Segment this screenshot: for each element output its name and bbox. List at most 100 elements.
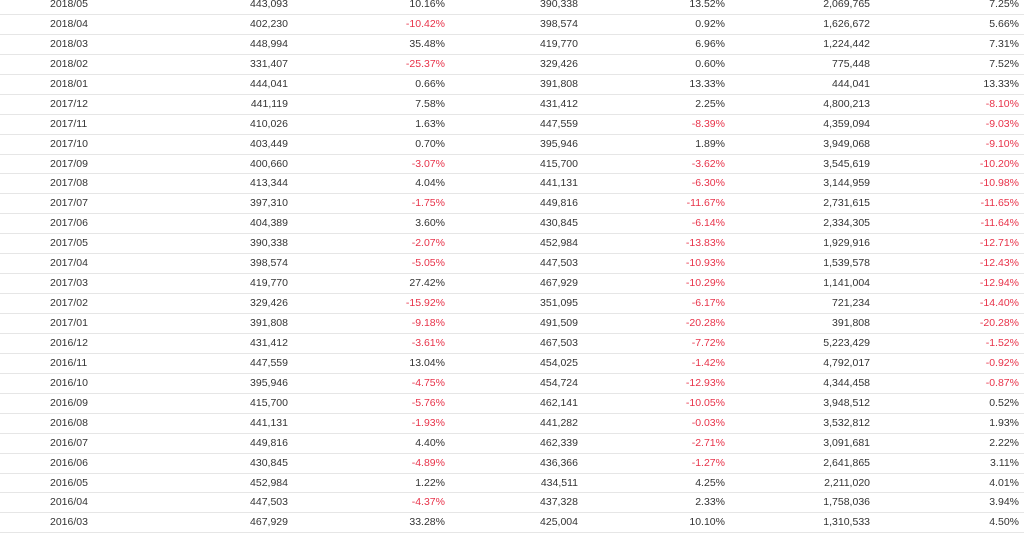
cumulative-cell: 1,539,578 [823, 257, 870, 270]
month-cell: 2016/07 [50, 436, 88, 449]
value-b-cell: 430,845 [540, 217, 578, 230]
cumulative-change-cell: 4.01% [989, 476, 1019, 489]
value-b-cell: 391,808 [540, 77, 578, 90]
change-a-cell: -4.37% [411, 496, 445, 509]
month-cell: 2017/08 [50, 177, 88, 190]
cumulative-change-cell: -9.03% [985, 117, 1019, 130]
change-b-cell: -10.05% [685, 396, 725, 409]
cumulative-cell: 5,223,429 [823, 336, 870, 349]
month-cell: 2018/05 [50, 0, 88, 10]
change-a-cell: 10.16% [409, 0, 445, 10]
change-b-cell: 2.25% [695, 97, 725, 110]
cumulative-change-cell: -12.43% [979, 257, 1019, 270]
table-row: 2018/03 448,994 35.48% 419,770 6.96% 1,224,44… [0, 35, 1024, 55]
month-cell: 2017/02 [50, 297, 88, 310]
cumulative-cell: 1,310,533 [823, 516, 870, 529]
value-b-cell: 491,509 [540, 317, 578, 329]
cumulative-change-cell: 7.52% [989, 57, 1019, 70]
cumulative-cell: 2,731,615 [823, 197, 870, 210]
change-b-cell: -3.62% [691, 157, 725, 170]
value-a-cell: 403,449 [250, 137, 288, 150]
change-b-cell: -1.42% [691, 356, 725, 369]
change-a-cell: 7.58% [415, 97, 445, 110]
month-cell: 2018/03 [50, 37, 88, 50]
cumulative-cell: 3,532,812 [823, 416, 870, 429]
month-cell: 2016/03 [50, 516, 88, 529]
cumulative-cell: 1,626,672 [823, 17, 870, 30]
value-b-cell: 431,412 [540, 97, 578, 110]
cumulative-cell: 2,334,305 [823, 217, 870, 230]
table-row: 2016/03 467,929 33.28% 425,004 10.10% 1,310,5… [0, 513, 1024, 533]
value-b-cell: 454,724 [540, 376, 578, 389]
month-cell: 2016/10 [50, 376, 88, 389]
cumulative-change-cell: 3.94% [989, 496, 1019, 509]
cumulative-change-cell: -0.87% [985, 376, 1019, 389]
change-b-cell: -11.67% [686, 197, 725, 210]
cumulative-cell: 4,359,094 [823, 117, 870, 130]
change-b-cell: 0.60% [695, 57, 725, 70]
cumulative-cell: 721,234 [832, 297, 870, 310]
value-b-cell: 454,025 [540, 356, 578, 369]
value-a-cell: 404,389 [250, 217, 288, 230]
value-a-cell: 449,816 [250, 436, 288, 449]
value-a-cell: 419,770 [250, 277, 288, 290]
value-a-cell: 390,338 [250, 237, 288, 250]
value-b-cell: 351,095 [540, 297, 578, 310]
cumulative-change-cell: -1.52% [985, 336, 1019, 349]
change-a-cell: 0.70% [415, 137, 445, 150]
change-b-cell: -10.93% [685, 257, 725, 270]
change-b-cell: 1.89% [695, 137, 725, 150]
cumulative-change-cell: 0.52% [989, 396, 1019, 409]
cumulative-cell: 2,069,765 [823, 0, 870, 10]
cumulative-cell: 2,641,865 [823, 456, 870, 469]
month-cell: 2016/04 [50, 496, 88, 509]
change-b-cell: -0.03% [691, 416, 725, 429]
value-a-cell: 413,344 [250, 177, 288, 190]
table-row: 2017/10 403,449 0.70% 395,946 1.89% 3,949,068… [0, 135, 1024, 155]
cumulative-cell: 775,448 [832, 57, 870, 70]
value-a-cell: 331,407 [250, 57, 288, 70]
table-row: 2016/11 447,559 13.04% 454,025 -1.42% 4,792,0… [0, 354, 1024, 374]
value-a-cell: 398,574 [250, 257, 288, 270]
table-row: 2018/02 331,407 -25.37% 329,426 0.60% 775,448… [0, 55, 1024, 75]
table-row: 2017/07 397,310 -1.75% 449,816 -11.67% 2,731,… [0, 194, 1024, 215]
change-a-cell: 4.04% [415, 177, 445, 190]
change-b-cell: -6.14% [691, 217, 725, 230]
table-row: 2017/02 329,426 -15.92% 351,095 -6.17% 721,23… [0, 294, 1024, 314]
value-b-cell: 462,141 [540, 396, 578, 409]
change-b-cell: 6.96% [695, 37, 725, 50]
cumulative-change-cell: 1.93% [989, 416, 1019, 429]
value-b-cell: 467,503 [540, 336, 578, 349]
change-a-cell: 35.48% [409, 37, 445, 50]
value-b-cell: 452,984 [540, 237, 578, 250]
table-row: 2016/07 449,816 4.40% 462,339 -2.71% 3,091,68… [0, 434, 1024, 454]
value-a-cell: 443,093 [250, 0, 288, 10]
change-b-cell: -12.93% [685, 376, 725, 389]
change-b-cell: 4.25% [695, 476, 725, 489]
cumulative-cell: 4,800,213 [823, 97, 870, 110]
change-a-cell: 0.66% [415, 77, 445, 90]
cumulative-cell: 1,141,004 [823, 277, 870, 290]
table-row: 2018/04 402,230 -10.42% 398,574 0.92% 1,626,6… [0, 15, 1024, 35]
change-b-cell: -10.29% [685, 277, 725, 290]
month-cell: 2016/11 [50, 356, 88, 369]
change-a-cell: 1.63% [415, 117, 445, 130]
cumulative-cell: 3,949,068 [823, 137, 870, 150]
change-b-cell: 13.33% [689, 77, 725, 90]
month-cell: 2017/05 [50, 237, 88, 250]
cumulative-change-cell: -8.10% [985, 97, 1019, 110]
change-a-cell: -15.92% [405, 297, 445, 310]
change-b-cell: 2.33% [695, 496, 725, 509]
cumulative-change-cell: -14.40% [979, 297, 1019, 310]
month-cell: 2017/07 [50, 197, 88, 210]
table-row: 2016/10 395,946 -4.75% 454,724 -12.93% 4,344,… [0, 374, 1024, 394]
value-b-cell: 447,503 [540, 257, 578, 270]
cumulative-change-cell: 7.31% [989, 37, 1019, 50]
change-b-cell: -2.71% [691, 436, 725, 449]
change-a-cell: 13.04% [409, 356, 445, 369]
value-b-cell: 329,426 [540, 57, 578, 70]
value-a-cell: 395,946 [250, 376, 288, 389]
value-b-cell: 441,131 [540, 177, 578, 190]
change-a-cell: 4.40% [415, 436, 445, 449]
